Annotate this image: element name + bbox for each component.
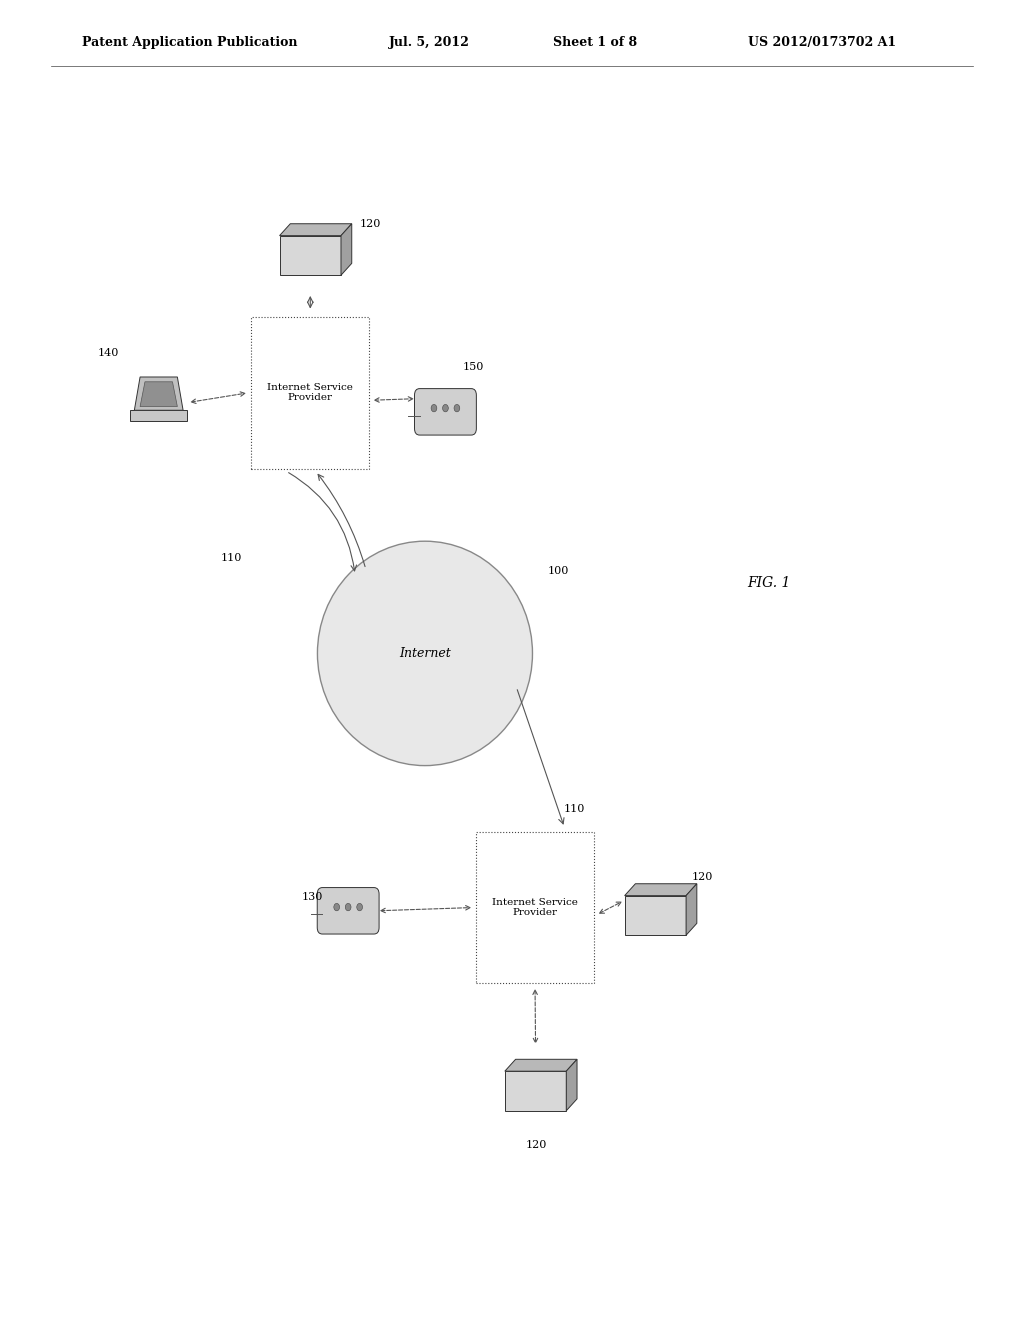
Text: 120: 120 <box>525 1140 547 1151</box>
Polygon shape <box>134 378 183 411</box>
Circle shape <box>431 404 437 412</box>
Polygon shape <box>341 223 352 275</box>
Polygon shape <box>625 884 696 895</box>
Polygon shape <box>686 884 696 935</box>
FancyBboxPatch shape <box>317 887 379 935</box>
Polygon shape <box>130 411 187 421</box>
Circle shape <box>345 903 351 911</box>
Circle shape <box>442 404 449 412</box>
Text: Internet: Internet <box>399 647 451 660</box>
Polygon shape <box>140 381 177 407</box>
Polygon shape <box>566 1059 578 1111</box>
Text: 110: 110 <box>563 804 585 814</box>
Text: 100: 100 <box>548 566 569 577</box>
Text: 150: 150 <box>463 362 484 372</box>
Text: 140: 140 <box>97 348 119 359</box>
Text: US 2012/0173702 A1: US 2012/0173702 A1 <box>748 36 896 49</box>
Polygon shape <box>505 1072 566 1111</box>
Text: 120: 120 <box>359 219 381 230</box>
Polygon shape <box>505 1059 578 1072</box>
Text: Jul. 5, 2012: Jul. 5, 2012 <box>389 36 470 49</box>
Text: FIG. 1: FIG. 1 <box>748 577 791 590</box>
Polygon shape <box>625 895 686 935</box>
Text: 110: 110 <box>220 553 242 564</box>
FancyBboxPatch shape <box>476 832 594 983</box>
Ellipse shape <box>317 541 532 766</box>
Polygon shape <box>280 235 341 275</box>
Text: 130: 130 <box>302 892 324 903</box>
FancyBboxPatch shape <box>415 388 476 436</box>
Polygon shape <box>280 223 352 235</box>
Text: Internet Service
Provider: Internet Service Provider <box>267 383 352 403</box>
Text: 120: 120 <box>691 873 713 883</box>
FancyBboxPatch shape <box>251 317 369 469</box>
Circle shape <box>334 903 340 911</box>
Circle shape <box>356 903 362 911</box>
Circle shape <box>454 404 460 412</box>
Text: Internet Service
Provider: Internet Service Provider <box>493 898 578 917</box>
Text: Patent Application Publication: Patent Application Publication <box>82 36 297 49</box>
Text: Sheet 1 of 8: Sheet 1 of 8 <box>553 36 637 49</box>
